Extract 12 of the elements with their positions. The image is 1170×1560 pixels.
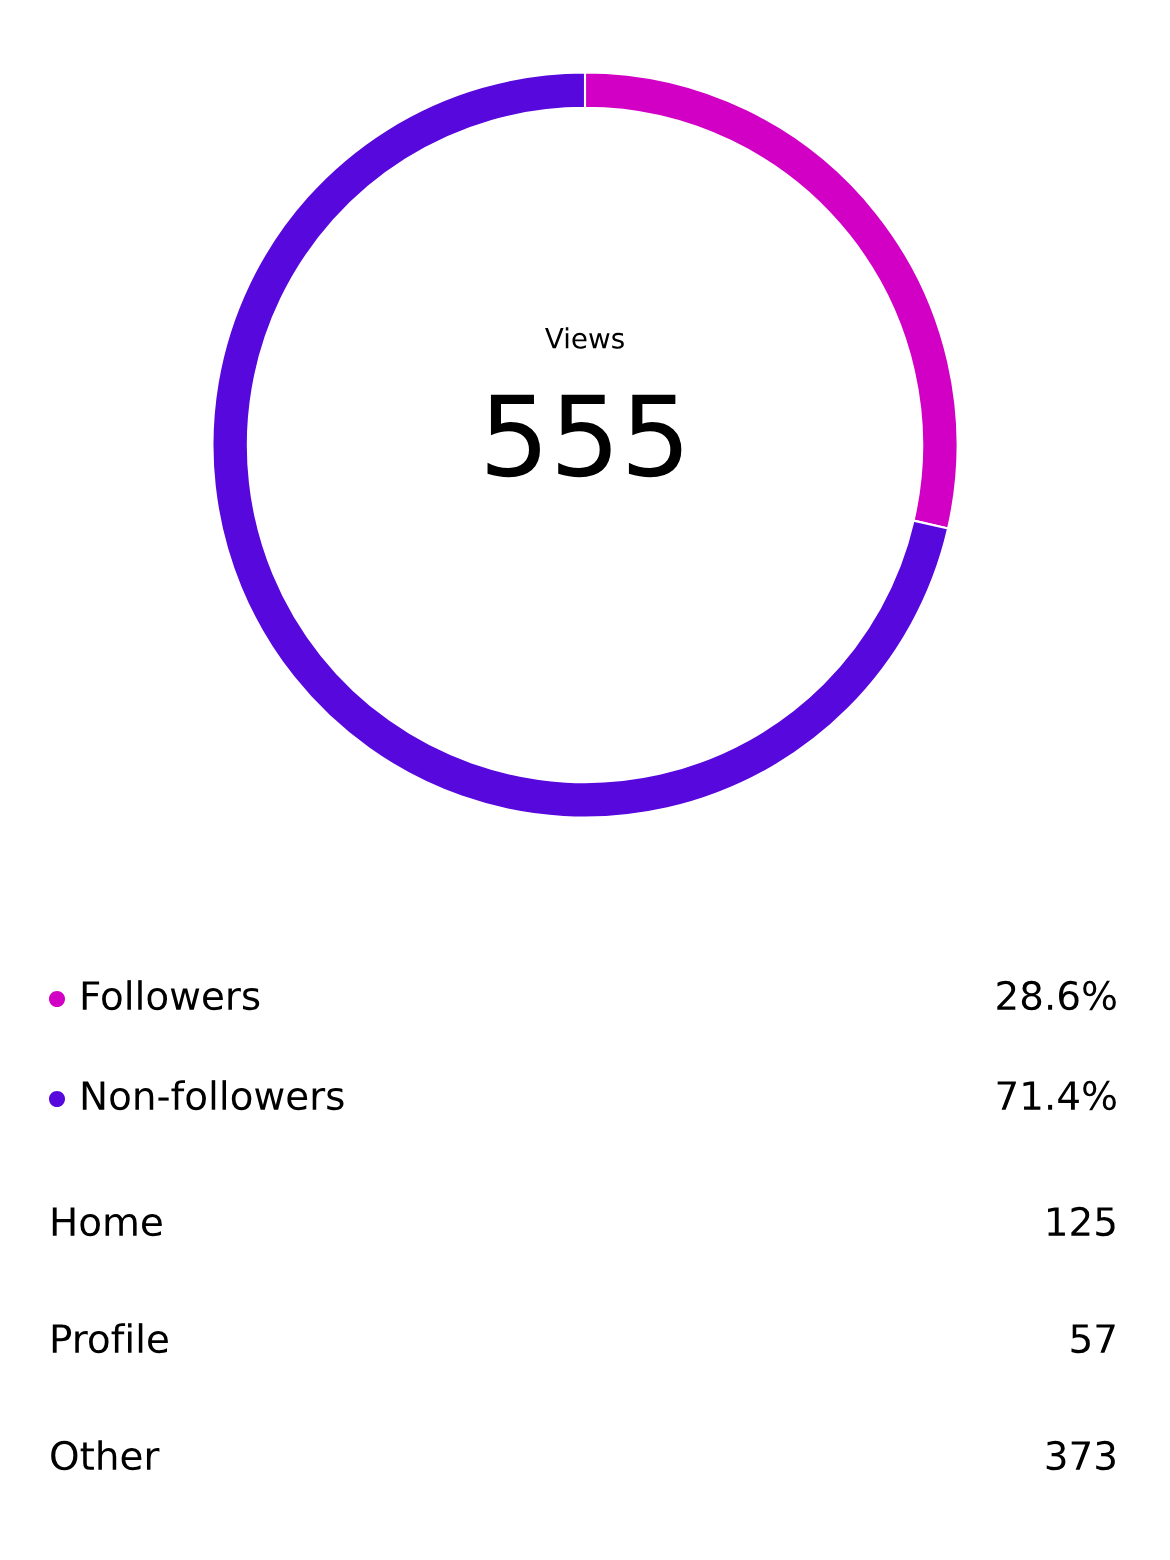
data-label: 28.6% <box>997 980 1116 1011</box>
category-label: Home <box>52 1207 162 1237</box>
category-label: Profile <box>52 1323 168 1354</box>
data-label: 125 <box>1048 1206 1115 1237</box>
text: 555 <box>487 394 682 478</box>
legend-label: Non-followers <box>82 1080 344 1111</box>
data-label: 57 <box>1071 1324 1115 1354</box>
legend-label: Followers <box>82 980 260 1011</box>
data-label: 373 <box>1046 1440 1115 1471</box>
text: Views <box>545 327 624 349</box>
data-label: 71.4% <box>997 1080 1116 1111</box>
category-label: Other <box>51 1440 160 1471</box>
